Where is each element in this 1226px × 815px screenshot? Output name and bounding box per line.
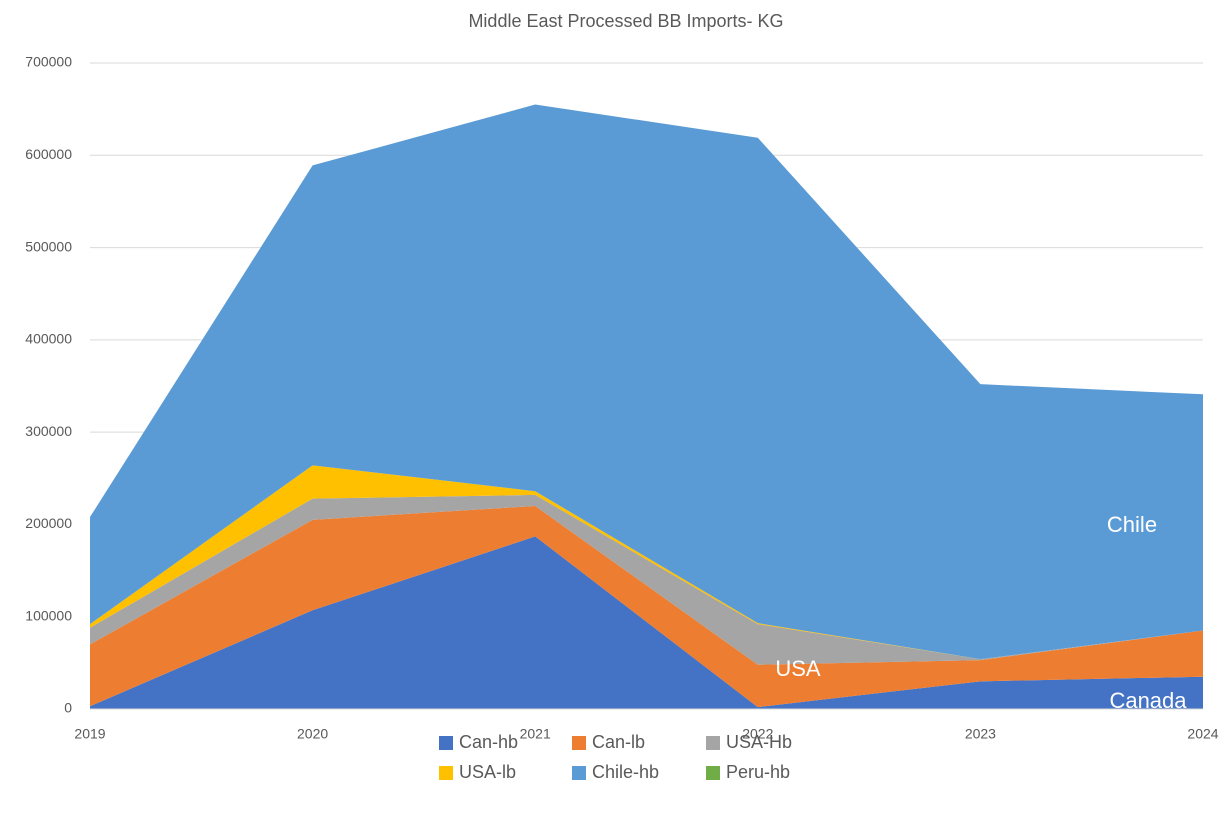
- legend-label: Can-lb: [592, 732, 645, 752]
- legend-swatch: [572, 766, 586, 780]
- x-tick-label: 2022: [742, 726, 773, 742]
- y-tick-label: 700000: [25, 54, 72, 70]
- annotation: Canada: [1109, 688, 1187, 713]
- x-tick-label: 2023: [965, 726, 996, 742]
- x-tick-label: 2021: [520, 726, 551, 742]
- chart-title: Middle East Processed BB Imports- KG: [468, 11, 783, 31]
- legend-label: Peru-hb: [726, 762, 790, 782]
- area: [90, 505, 1203, 708]
- y-tick-label: 400000: [25, 331, 72, 347]
- legend-label: USA-lb: [459, 762, 516, 782]
- x-tick-label: 2020: [297, 726, 328, 742]
- area: [90, 536, 1203, 709]
- y-tick-label: 300000: [25, 423, 72, 439]
- area: [90, 494, 1203, 665]
- x-tick-label: 2024: [1187, 726, 1218, 742]
- annotation: USA: [775, 656, 821, 681]
- legend-label: Chile-hb: [592, 762, 659, 782]
- area: [90, 104, 1203, 660]
- y-tick-label: 600000: [25, 146, 72, 162]
- legend-swatch: [706, 736, 720, 750]
- y-tick-label: 100000: [25, 607, 72, 623]
- legend-swatch: [439, 766, 453, 780]
- legend-swatch: [572, 736, 586, 750]
- legend-swatch: [706, 766, 720, 780]
- legend-label: Can-hb: [459, 732, 518, 752]
- legend-label: USA-Hb: [726, 732, 792, 752]
- legend-swatch: [439, 736, 453, 750]
- annotation: Chile: [1107, 512, 1157, 537]
- x-tick-label: 2019: [74, 726, 105, 742]
- y-tick-label: 0: [64, 700, 72, 716]
- y-tick-label: 200000: [25, 515, 72, 531]
- y-tick-label: 500000: [25, 238, 72, 254]
